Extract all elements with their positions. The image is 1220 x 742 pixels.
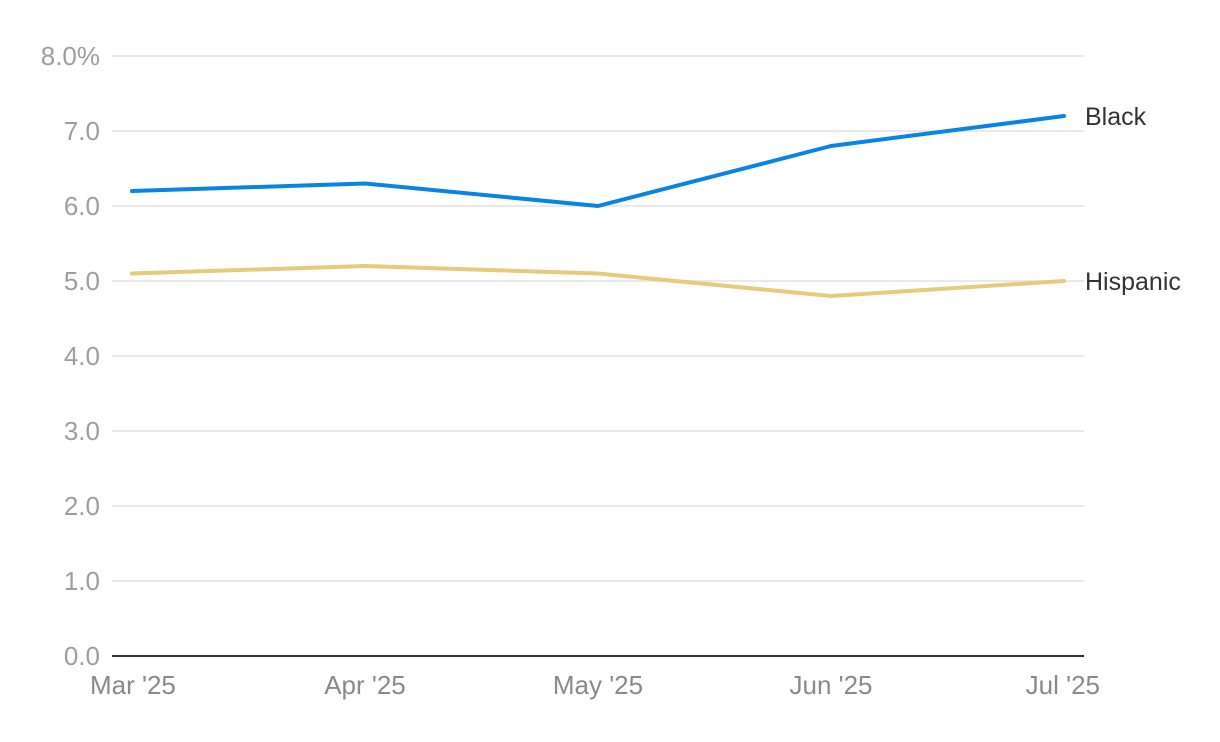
gridlines [112, 55, 1084, 657]
series-line-black [130, 114, 1066, 208]
y-tick-label: 2.0 [64, 491, 100, 521]
x-tick-label: Apr '25 [324, 670, 406, 700]
x-tick-label: May '25 [553, 670, 643, 700]
x-axis-ticks: Mar '25 Apr '25 May '25 Jun '25 Jul '25 [90, 670, 1100, 700]
y-tick-label: 4.0 [64, 341, 100, 371]
series-lines [130, 114, 1066, 298]
y-tick-label: 1.0 [64, 566, 100, 596]
y-tick-label: 8.0% [41, 41, 100, 71]
series-label-black: Black [1085, 103, 1147, 131]
y-tick-label: 6.0 [64, 191, 100, 221]
y-tick-label: 3.0 [64, 416, 100, 446]
x-tick-label: Mar '25 [90, 670, 176, 700]
series-line-hispanic [130, 264, 1066, 298]
y-tick-label: 5.0 [64, 266, 100, 296]
y-tick-label: 0.0 [64, 641, 100, 671]
series-labels: Black Hispanic [1085, 103, 1181, 296]
series-label-hispanic: Hispanic [1085, 268, 1181, 296]
x-tick-label: Jun '25 [789, 670, 872, 700]
y-tick-label: 7.0 [64, 116, 100, 146]
y-axis-ticks: 0.0 1.0 2.0 3.0 4.0 5.0 6.0 7.0 8.0% [41, 41, 100, 671]
x-tick-label: Jul '25 [1026, 670, 1100, 700]
